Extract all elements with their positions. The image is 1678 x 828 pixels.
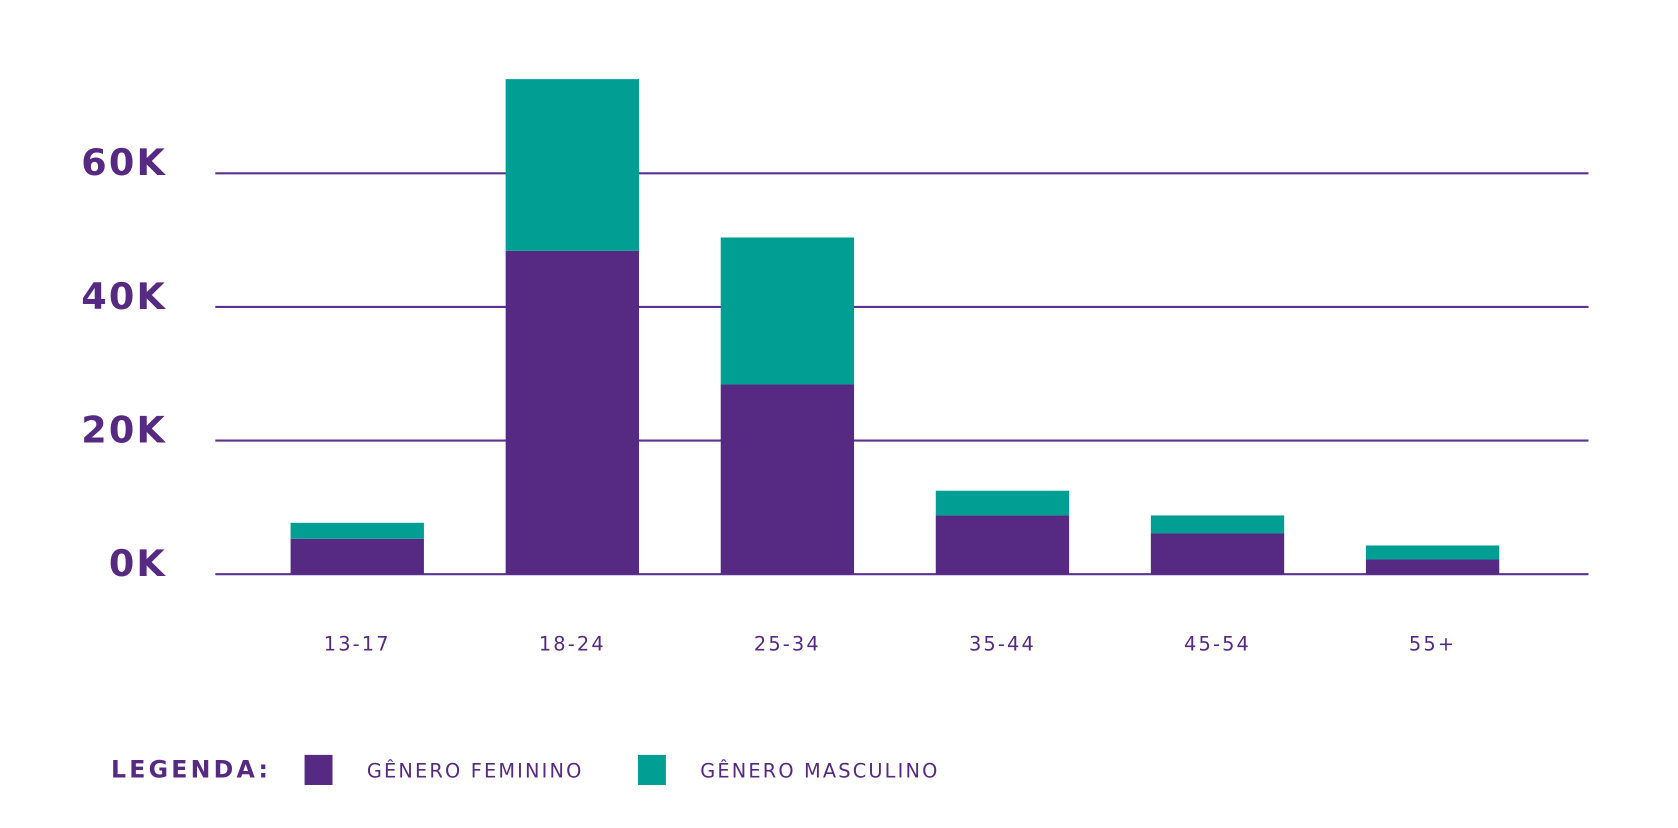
x-tick-label: 18-24 bbox=[539, 633, 606, 656]
y-tick-label: 20K bbox=[81, 408, 167, 451]
bar-segment bbox=[1150, 515, 1285, 534]
legend-title: LEGENDA: bbox=[111, 756, 271, 784]
legend-label: GÊNERO MASCULINO bbox=[700, 760, 939, 783]
bar-segment bbox=[1365, 545, 1500, 560]
bar-segment bbox=[290, 538, 424, 575]
x-tick-label: 55+ bbox=[1409, 633, 1456, 656]
x-tick-label: 13-17 bbox=[324, 633, 391, 656]
bar-segment bbox=[935, 490, 1070, 516]
bar-segment bbox=[505, 250, 639, 575]
bar-segment bbox=[290, 522, 424, 539]
bar-segment bbox=[505, 79, 639, 251]
x-tick-label: 35-44 bbox=[969, 633, 1036, 656]
bar-segment bbox=[935, 515, 1070, 575]
legend-swatch bbox=[304, 754, 333, 785]
x-tick-label: 45-54 bbox=[1184, 633, 1251, 656]
legend-swatch bbox=[637, 754, 666, 785]
y-tick-label: 60K bbox=[81, 141, 167, 184]
y-tick-label: 0K bbox=[109, 542, 167, 585]
bar-segment bbox=[720, 237, 855, 385]
bar-segment bbox=[720, 384, 855, 575]
bar-segment bbox=[1365, 559, 1500, 575]
y-tick-label: 40K bbox=[81, 275, 167, 318]
legend-label: GÊNERO FEMININO bbox=[367, 760, 584, 783]
bar-segment bbox=[1150, 533, 1285, 575]
x-tick-label: 25-34 bbox=[754, 633, 821, 656]
